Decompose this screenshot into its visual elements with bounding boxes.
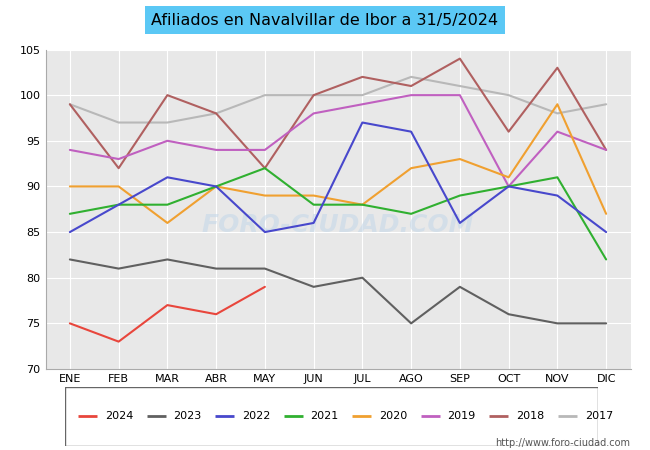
- Text: 2019: 2019: [448, 411, 476, 421]
- Text: 2017: 2017: [585, 411, 613, 421]
- Text: 2020: 2020: [379, 411, 408, 421]
- FancyBboxPatch shape: [65, 387, 598, 446]
- Text: 2021: 2021: [311, 411, 339, 421]
- Text: 2018: 2018: [516, 411, 545, 421]
- Text: 2022: 2022: [242, 411, 270, 421]
- Text: FORO-CIUDAD.COM: FORO-CIUDAD.COM: [202, 213, 474, 237]
- Text: http://www.foro-ciudad.com: http://www.foro-ciudad.com: [495, 438, 630, 448]
- Text: Afiliados en Navalvillar de Ibor a 31/5/2024: Afiliados en Navalvillar de Ibor a 31/5/…: [151, 12, 499, 27]
- Text: Afiliados en Navalvillar de Ibor a 31/5/2024: Afiliados en Navalvillar de Ibor a 31/5/…: [151, 13, 499, 28]
- Text: 2023: 2023: [174, 411, 202, 421]
- Text: 2024: 2024: [105, 411, 133, 421]
